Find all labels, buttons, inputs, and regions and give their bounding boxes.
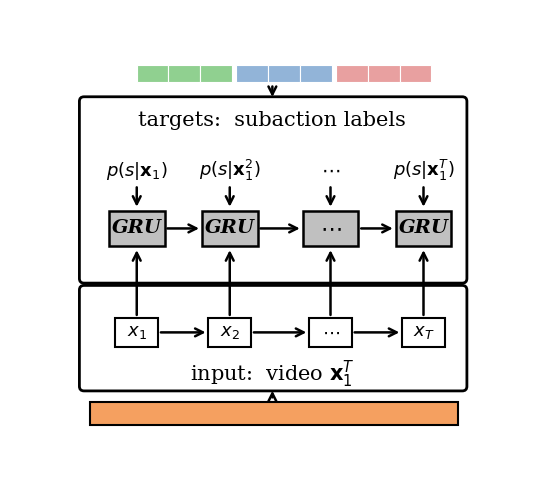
Bar <box>309 318 352 347</box>
Bar <box>168 65 200 82</box>
Bar <box>115 318 158 347</box>
Text: $x_2$: $x_2$ <box>220 323 240 341</box>
Text: $p(s|\mathbf{x}_1)$: $p(s|\mathbf{x}_1)$ <box>106 160 168 182</box>
Text: input:  video $\mathbf{x}_1^T$: input: video $\mathbf{x}_1^T$ <box>190 359 355 390</box>
Text: $\cdots$: $\cdots$ <box>321 161 340 180</box>
Text: GRU: GRU <box>205 219 255 238</box>
FancyBboxPatch shape <box>79 97 467 283</box>
Bar <box>202 211 258 246</box>
Bar <box>336 65 368 82</box>
Bar <box>303 211 359 246</box>
Bar <box>399 65 431 82</box>
Text: $x_1$: $x_1$ <box>126 323 147 341</box>
Bar <box>300 65 332 82</box>
Bar <box>90 401 458 425</box>
Text: $p(s|\mathbf{x}_1^T)$: $p(s|\mathbf{x}_1^T)$ <box>393 158 455 183</box>
Bar <box>396 211 451 246</box>
Bar <box>109 211 165 246</box>
Text: GRU: GRU <box>112 219 162 238</box>
Bar <box>236 65 268 82</box>
Text: targets:  subaction labels: targets: subaction labels <box>138 111 406 130</box>
Bar <box>368 65 399 82</box>
Text: GRU: GRU <box>399 219 449 238</box>
Bar <box>268 65 300 82</box>
Text: $\cdots$: $\cdots$ <box>319 218 341 239</box>
Bar <box>209 318 251 347</box>
Text: $x_T$: $x_T$ <box>413 323 434 341</box>
FancyBboxPatch shape <box>79 285 467 391</box>
Text: $\cdots$: $\cdots$ <box>322 323 339 341</box>
Bar <box>137 65 168 82</box>
Bar <box>200 65 232 82</box>
Text: $p(s|\mathbf{x}_1^2)$: $p(s|\mathbf{x}_1^2)$ <box>199 158 260 183</box>
Bar <box>402 318 445 347</box>
